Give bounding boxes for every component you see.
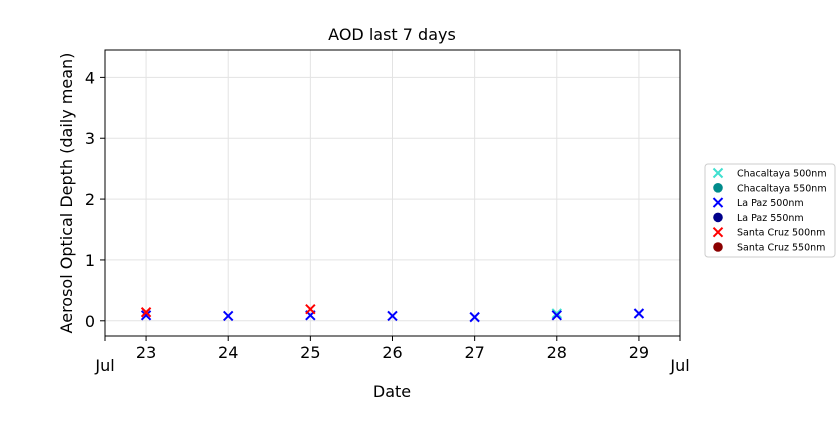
legend-marker	[713, 183, 723, 193]
data-points	[140, 304, 645, 323]
data-point	[223, 310, 234, 322]
legend-label: Chacaltaya 550nm	[737, 183, 827, 194]
grid	[105, 50, 680, 336]
legend-label: La Paz 500nm	[737, 198, 804, 209]
data-point	[140, 307, 152, 318]
legend: Chacaltaya 500nm Chacaltaya 550nm La Paz 5…	[704, 163, 836, 258]
legend-frame	[704, 163, 836, 258]
marker-stroke	[551, 308, 562, 319]
y-tick-label: 1	[85, 251, 95, 270]
x-tick-label: 25	[300, 343, 320, 362]
data-point	[551, 310, 562, 321]
legend-label: La Paz 550nm	[737, 213, 804, 224]
x-tick-label: 23	[136, 343, 156, 362]
y-tick-label: 4	[85, 68, 95, 87]
x-tick-label: 27	[464, 343, 484, 362]
y-tick-label: 3	[85, 129, 95, 148]
x-axis: 23 24 25 26 27 28 29 Jul Jul	[94, 336, 690, 375]
legend-marker	[712, 226, 724, 238]
legend-marker	[712, 167, 724, 179]
marker-stroke	[551, 310, 562, 321]
x-edge-tick-label: Jul	[94, 356, 114, 375]
y-tick-label: 0	[85, 312, 95, 331]
marker-stroke	[633, 308, 645, 319]
legend-label: Chacaltaya 500nm	[737, 169, 827, 180]
data-point	[387, 310, 398, 322]
marker-stroke	[305, 304, 316, 315]
data-point	[633, 308, 645, 319]
legend-marker	[713, 242, 723, 252]
marker-stroke	[712, 167, 724, 179]
x-edge-tick-label: Jul	[669, 356, 689, 375]
y-axis: 0 1 2 3 4	[85, 68, 105, 331]
chart-title: AOD last 7 days	[328, 25, 456, 44]
data-point	[469, 311, 480, 323]
legend-label: Santa Cruz 500nm	[737, 228, 825, 239]
x-tick-label: 24	[218, 343, 238, 362]
marker-stroke	[223, 310, 234, 322]
x-tick-label: 29	[629, 343, 649, 362]
marker-stroke	[712, 197, 724, 208]
marker-stroke	[387, 310, 398, 322]
data-point	[140, 310, 152, 321]
legend-label: Santa Cruz 550nm	[737, 243, 825, 254]
legend-marker	[713, 212, 723, 223]
x-tick-label: 26	[382, 343, 402, 362]
marker-stroke	[140, 307, 152, 318]
marker-stroke	[140, 310, 152, 321]
marker-stroke	[469, 311, 480, 323]
x-axis-label: Date	[373, 382, 411, 401]
y-tick-label: 2	[85, 190, 95, 209]
y-axis-label: Aerosol Optical Depth (daily mean)	[57, 53, 76, 334]
data-point	[305, 304, 316, 315]
data-point	[551, 308, 562, 319]
legend-marker	[712, 197, 724, 208]
x-tick-label: 28	[547, 343, 567, 362]
marker-stroke	[712, 226, 724, 238]
